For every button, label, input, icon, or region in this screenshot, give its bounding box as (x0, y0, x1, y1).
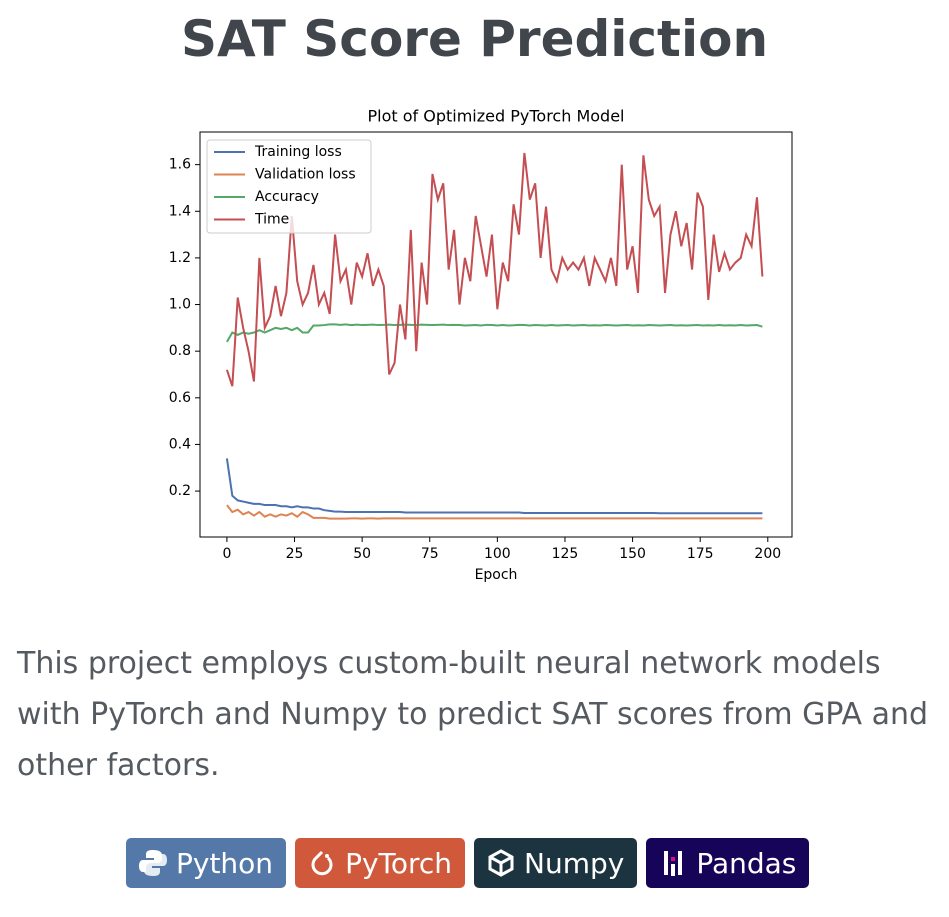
badge: Python (126, 838, 287, 888)
python-icon (139, 850, 167, 876)
x-tick-label: 75 (421, 546, 439, 562)
y-tick-label: 0.4 (169, 436, 191, 452)
legend-box (206, 139, 372, 234)
x-tick-label: 100 (484, 546, 511, 562)
badge: Pandas (646, 838, 810, 888)
plot-frame (199, 131, 793, 538)
y-tick-label: 0.8 (169, 343, 191, 359)
series-line (226, 323, 763, 343)
legend-label: Validation loss (255, 167, 356, 183)
x-tick-label: 200 (754, 546, 781, 562)
badge: PyTorch (295, 838, 466, 888)
badge-label: Pandas (696, 846, 797, 880)
badge-row: Python PyTorch Numpy Pandas (126, 838, 810, 888)
legend-label: Accuracy (255, 189, 319, 205)
x-tick-label: 125 (552, 546, 579, 562)
badge-label: Python (176, 846, 274, 880)
x-tick-label: 175 (687, 546, 714, 562)
badge-label: Numpy (524, 846, 625, 880)
badge-label: PyTorch (345, 846, 453, 880)
y-tick-label: 0.6 (169, 390, 191, 406)
y-tick-label: 0.2 (169, 483, 191, 499)
x-tick-label: 150 (619, 546, 646, 562)
numpy-icon (488, 849, 514, 877)
description: This project employs custom-built neural… (17, 646, 929, 783)
legend-label: Time (254, 212, 289, 228)
x-tick-label: 25 (286, 546, 304, 562)
x-tick-label: 0 (222, 546, 231, 562)
x-tick-label: 50 (353, 546, 371, 562)
y-tick-label: 1.2 (169, 250, 191, 266)
series-line (225, 152, 764, 387)
chart-title: Plot of Optimized PyTorch Model (368, 107, 625, 126)
page-title: SAT Score Prediction (180, 10, 769, 68)
y-tick-label: 1.4 (169, 203, 191, 219)
pandas-icon (664, 851, 683, 876)
series-line (226, 504, 763, 520)
y-tick-label: 1.6 (169, 157, 191, 173)
series-line (225, 458, 763, 515)
y-tick-label: 1.0 (169, 297, 191, 313)
x-axis-label: Epoch (475, 567, 518, 583)
badge: Numpy (474, 838, 638, 888)
legend-label: Training loss (254, 144, 342, 160)
pytorch-icon (311, 850, 333, 876)
chart: Plot of Optimized PyTorch Model Epoch 0 2… (169, 107, 793, 583)
